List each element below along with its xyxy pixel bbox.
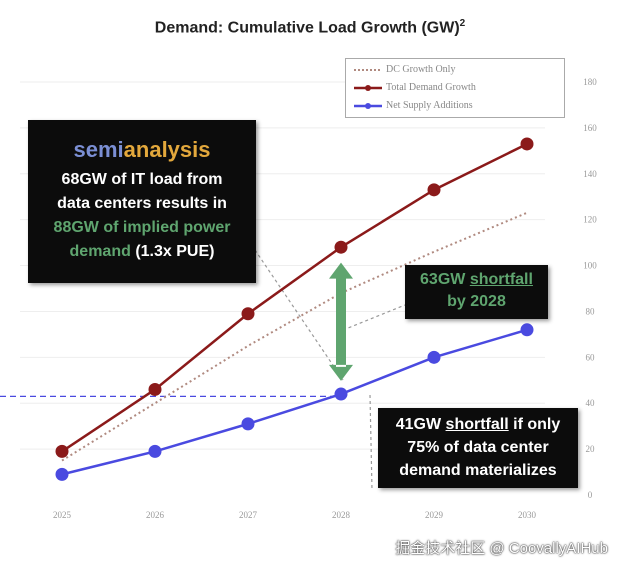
- annotation-it-load: semianalysis 68GW of IT load from data c…: [28, 120, 256, 283]
- connector-line: [342, 304, 406, 331]
- data-point: [55, 467, 69, 481]
- y-tick-label: 60: [586, 352, 596, 362]
- annotation-41gw-shortfall: 41GW shortfall if only 75% of data cente…: [378, 408, 578, 488]
- data-point: [334, 240, 348, 254]
- x-tick-label: 2030: [518, 510, 537, 520]
- x-tick-label: 2029: [425, 510, 444, 520]
- chart-title: Demand: Cumulative Load Growth (GW)2: [154, 18, 466, 37]
- data-point: [427, 350, 441, 364]
- data-point: [241, 417, 255, 431]
- y-tick-label: 20: [586, 444, 596, 454]
- legend: DC Growth Only Total Demand Growth Net S…: [345, 58, 565, 118]
- legend-item-net-supply: Net Supply Additions: [354, 97, 473, 115]
- legend-item-dc-growth: DC Growth Only: [354, 64, 456, 75]
- y-tick-label: 0: [588, 490, 593, 500]
- data-point: [520, 323, 534, 337]
- legend-item-total-demand: Total Demand Growth: [354, 79, 476, 97]
- connector-line: [254, 249, 344, 381]
- y-tick-label: 100: [583, 261, 597, 271]
- x-tick-label: 2027: [239, 510, 258, 520]
- watermark: 掘金技术社区 @ CoovallyAIHub: [395, 540, 608, 557]
- data-point: [241, 307, 255, 321]
- data-point: [148, 444, 162, 458]
- y-tick-label: 80: [586, 306, 596, 316]
- y-tick-label: 40: [586, 398, 596, 408]
- y-tick-label: 140: [583, 169, 597, 179]
- data-point: [520, 137, 534, 151]
- series-line-net-supply: [61, 328, 528, 476]
- series-line-dc-growth: [61, 211, 528, 462]
- annotation-63gw-shortfall: 63GW shortfall by 2028: [405, 265, 548, 319]
- y-tick-label: 160: [583, 123, 597, 133]
- connector-line: [369, 394, 373, 491]
- data-point: [427, 183, 441, 197]
- y-tick-label: 120: [583, 215, 597, 225]
- y-tick-label: 180: [583, 77, 597, 87]
- x-tick-label: 2025: [53, 510, 72, 520]
- x-tick-label: 2026: [146, 510, 165, 520]
- data-point: [334, 387, 348, 401]
- x-tick-label: 2028: [332, 510, 351, 520]
- series-line-total-demand: [61, 142, 528, 453]
- data-point: [148, 382, 162, 396]
- gap-double-arrow: [329, 262, 353, 381]
- semianalysis-logo: semianalysis: [73, 137, 211, 162]
- data-point: [55, 444, 69, 458]
